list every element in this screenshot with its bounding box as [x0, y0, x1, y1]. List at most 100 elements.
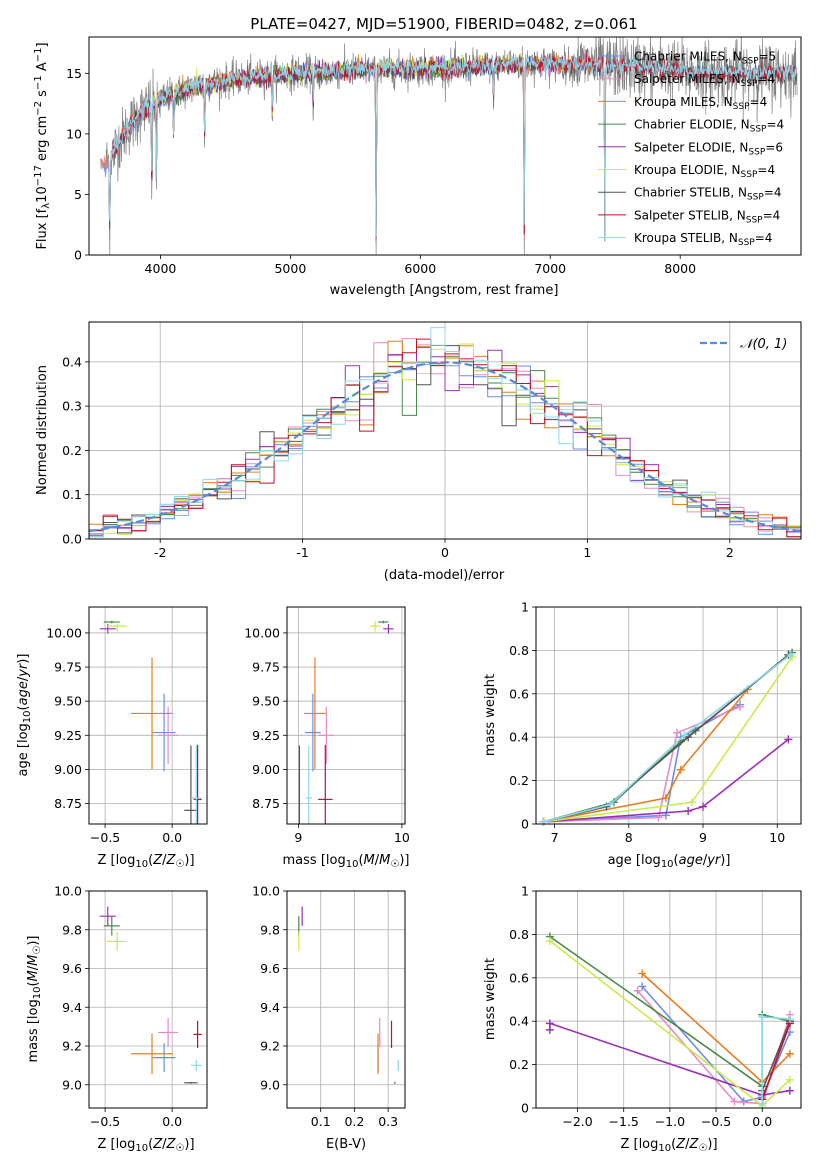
residuals-ytick-label: 0.1 [62, 487, 82, 502]
massweight-vs-z-ytick-label: 0 [521, 1101, 529, 1116]
massweight-vs-age-xtick-label: 8 [625, 830, 633, 845]
massweight-vs-z-axes-frame [535, 890, 802, 1109]
errorbar-salpeter-elodie [99, 906, 116, 926]
mass-vs-z-ytick-label: 9.8 [62, 922, 82, 937]
massweight-point [784, 735, 793, 744]
residuals-xtick-label: 2 [726, 545, 734, 560]
massweight-point [638, 969, 647, 978]
age-vs-z-ytick-label: 10.00 [46, 625, 82, 640]
massweight-vs-age-xtick-label: 9 [699, 830, 707, 845]
age-vs-mass-ytick-label: 9.50 [252, 694, 280, 709]
massweight-point [785, 1075, 794, 1084]
legend-label-chabrier-stelib: Chabrier STELIB, NSSP=4 [634, 186, 782, 203]
residuals-legend: 𝒩(0, 1) [700, 337, 787, 352]
massweight-vs-age-ytick-label: 0.4 [509, 730, 529, 745]
spectrum-xtick-label: 8000 [664, 261, 696, 276]
model-line-kroupa-stelib [108, 53, 798, 240]
errorbar-salpeter-elodie [301, 906, 303, 926]
age-vs-z-axes-frame [88, 606, 208, 825]
age-vs-z-xtick-label: −0.5 [90, 830, 120, 845]
massweight-point [545, 1019, 554, 1028]
residuals-xtick-label: -1 [296, 545, 308, 560]
errorbar-salpeter-miles [158, 706, 179, 764]
massweight-vs-z-ytick-label: 0.6 [509, 970, 529, 985]
massweight-point [730, 1097, 739, 1106]
massweight-vs-z-ylabel: mass weight [483, 958, 498, 1040]
mass-vs-ebv-panel: 0.1 0.2 0.3 9.0 9.2 9.4 9.6 9.8 10.0 E(B-V) [252, 884, 406, 1152]
massweight-vs-age-xlabel: age [log10(age/yr)] [608, 853, 731, 870]
age-vs-mass-ytick-label: 9.00 [252, 762, 280, 777]
spectrum-ytick-label: 10 [66, 126, 82, 141]
massweight-point [684, 806, 693, 815]
mass-vs-ebv-ytick-label: 9.4 [260, 1000, 280, 1015]
legend-label-salpeter-miles: Salpeter MILES, NSSP=4 [634, 72, 775, 89]
errorbar-salpeter-miles [158, 1017, 179, 1047]
spectrum-xtick-label: 6000 [404, 261, 436, 276]
age-vs-mass-panel: 9 10 8.75 9.00 9.25 9.50 9.75 10.00 mass [log10… [244, 606, 410, 870]
spectrum-xtick-label: 5000 [274, 261, 306, 276]
massweight-line [761, 1023, 791, 1100]
massweight-vs-age-ytick-label: 0.8 [509, 643, 529, 658]
errorbar-salpeter-stelib [390, 1020, 393, 1048]
mass-vs-ebv-axes-frame [286, 890, 406, 1109]
errorbar-kroupa-miles [377, 1033, 379, 1075]
mass-vs-z-ytick-label: 9.6 [62, 961, 82, 976]
errorbar-salpeter-elodie [383, 624, 394, 634]
spectrum-ytick-label: 0 [74, 248, 82, 263]
age-vs-mass-ytick-label: 9.75 [252, 660, 280, 675]
massweight-series-kroupa-stelib [539, 650, 795, 826]
age-vs-z-xtick-label: 0.0 [162, 830, 182, 845]
mass-vs-ebv-xtick-label: 0.3 [378, 1114, 398, 1129]
massweight-point [699, 802, 708, 811]
massweight-point [785, 1049, 794, 1058]
errorbar-salpeter-stelib [193, 1020, 202, 1048]
age-vs-mass-axes-frame [286, 606, 406, 825]
massweight-point [661, 793, 670, 802]
massweight-point [736, 702, 745, 711]
mass-vs-z-ytick-label: 9.0 [62, 1077, 82, 1092]
errorbar-chabrier-elodie [378, 620, 389, 624]
residuals-xtick-label: -2 [154, 545, 166, 560]
mass-vs-ebv-ytick-label: 9.2 [260, 1039, 280, 1054]
mass-vs-ebv-xtick-label: 0.1 [311, 1114, 331, 1129]
normal-legend-label: 𝒩(0, 1) [740, 337, 787, 352]
massweight-point [687, 798, 696, 807]
errorbar-salpeter-stelib [193, 744, 202, 824]
mass-vs-z-axes-frame [88, 890, 208, 1109]
errorbar-kroupa-miles [131, 1033, 173, 1075]
massweight-point [758, 1012, 767, 1021]
massweight-vs-age-ytick-label: 0 [521, 817, 529, 832]
histogram-kroupa-stelib [89, 327, 801, 538]
massweight-point [606, 800, 615, 809]
spectrum-axes-frame [88, 36, 802, 256]
errorbar-kroupa-elodie [369, 620, 381, 632]
errorbar-chabrier-elodie [103, 916, 120, 936]
massweight-point [676, 765, 685, 774]
spectrum-xlabel: wavelength [Angstrom, rest frame] [330, 283, 559, 298]
massweight-point [633, 986, 642, 995]
massweight-line [543, 703, 741, 823]
errorbar-kroupa-elodie [107, 931, 128, 952]
massweight-point [638, 982, 647, 991]
massweight-vs-age-ytick-label: 0.6 [509, 686, 529, 701]
massweight-point [545, 936, 554, 945]
errorbar-chabrier-stelib [184, 745, 198, 824]
errorbar-chabrier-stelib [184, 1081, 198, 1084]
errorbar-chabrier-miles [152, 1043, 176, 1073]
mass-vs-ebv-ytick-label: 9.8 [260, 922, 280, 937]
mass-vs-ebv-ytick-label: 9.0 [260, 1077, 280, 1092]
massweight-vs-z-ytick-label: 0.8 [509, 927, 529, 942]
age-vs-z-ytick-label: 9.25 [54, 728, 82, 743]
massweight-vs-z-xtick-label: −1.0 [655, 1114, 685, 1129]
age-vs-z-ytick-label: 9.75 [54, 660, 82, 675]
residuals-ytick-label: 0.4 [62, 354, 82, 369]
massweight-vs-z-ytick-label: 0.4 [509, 1014, 529, 1029]
residuals-xtick-label: 0 [441, 545, 449, 560]
massweight-point [785, 1086, 794, 1095]
massweight-point [786, 650, 795, 659]
massweight-line [543, 654, 792, 823]
mass-vs-ebv-ytick-label: 10.0 [252, 884, 280, 899]
massweight-vs-z-xlabel: Z [log10(Z/Z☉)] [620, 1137, 717, 1154]
